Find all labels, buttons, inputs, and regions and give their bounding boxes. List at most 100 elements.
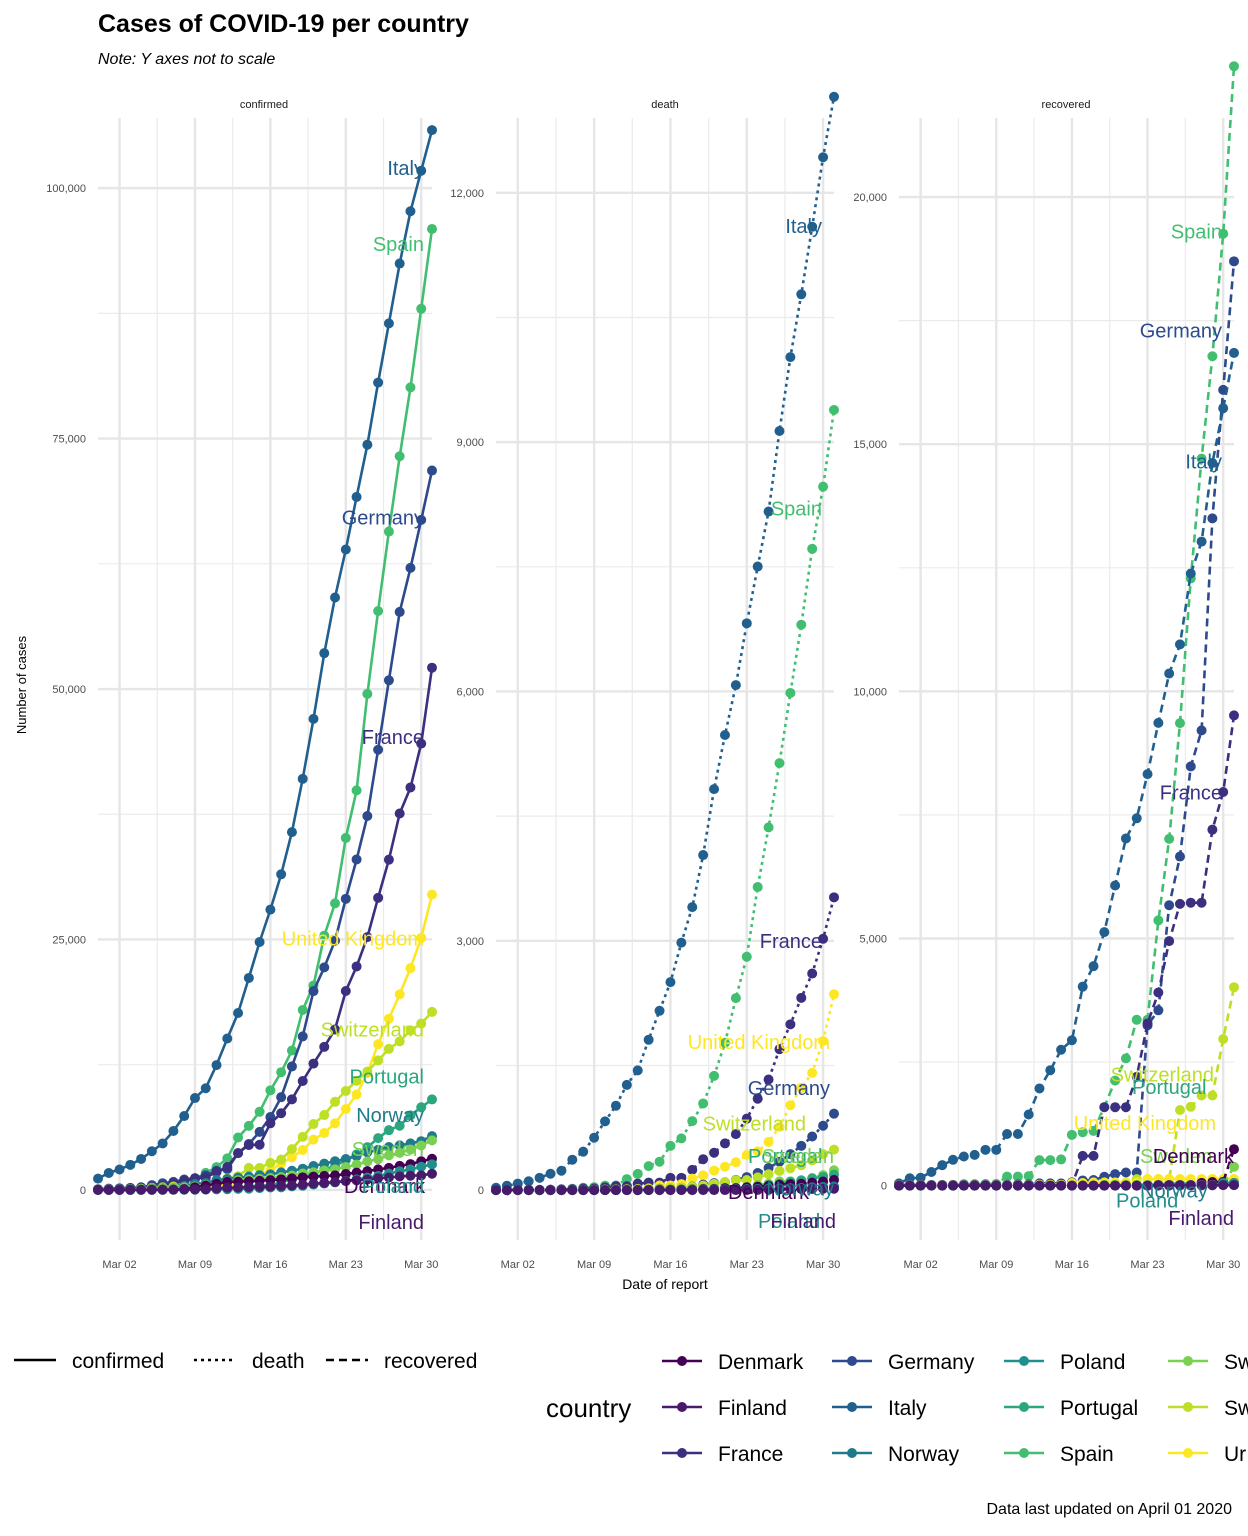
data-point [297,1179,308,1190]
data-point [330,592,341,603]
data-point [1196,725,1207,736]
color-legend-united-kingdom: Ur [1168,1443,1246,1466]
data-point [1185,1101,1196,1112]
y-tick-label: 3,000 [456,936,484,948]
data-point [523,1176,534,1187]
data-point [319,1170,330,1181]
y-tick-label: 100,000 [46,183,86,195]
data-point [1218,228,1229,239]
data-point [741,1149,752,1160]
data-point [1164,668,1175,679]
data-point [405,206,416,217]
data-point [991,1180,1002,1191]
data-point [351,785,362,796]
data-point [416,514,427,525]
data-point [297,1131,308,1142]
color-key-point [847,1356,857,1366]
data-point [265,1157,276,1168]
data-point [340,832,351,843]
data-point [676,1185,687,1196]
data-point [829,1183,839,1194]
data-point [980,1180,991,1191]
country-label-sweden: Sweden [1140,1146,1212,1168]
data-point [1153,987,1164,998]
data-point [807,1131,818,1142]
y-tick-label: 9,000 [456,437,484,449]
data-point [330,1156,341,1167]
data-point [1002,1128,1013,1139]
data-point [567,1185,578,1196]
data-point [904,1180,915,1191]
data-point [491,1185,501,1196]
data-point [698,1098,709,1109]
data-point [730,993,741,1004]
data-point [276,1092,287,1103]
data-point [763,1184,774,1195]
data-point [1110,1102,1121,1113]
data-point [383,526,394,537]
data-point [351,1151,362,1162]
data-point [308,1178,319,1189]
data-point [763,822,774,833]
data-point [796,289,807,300]
color-key-point [1019,1402,1029,1412]
data-point [1207,824,1218,835]
data-point [276,1154,287,1165]
color-key-point [677,1448,687,1458]
x-tick-label: Mar 30 [1206,1259,1240,1271]
data-point [394,451,405,462]
data-point [383,675,394,686]
data-point [1120,1167,1131,1178]
data-point [676,937,687,948]
data-point [254,1181,265,1192]
data-point [1077,1150,1088,1161]
chart-caption: Data last updated on April 01 2020 [986,1501,1232,1518]
data-point [1174,1180,1185,1191]
data-point [1056,1180,1067,1191]
data-point [383,318,394,329]
data-point [556,1185,567,1196]
data-point [774,758,785,769]
data-point [383,1150,394,1161]
data-point [1153,1005,1164,1016]
data-point [265,1118,276,1129]
data-point [146,1184,157,1195]
color-legend-portugal: Portugal [1004,1397,1138,1420]
data-point [643,1185,654,1196]
data-point [1142,769,1153,780]
data-point [125,1184,136,1195]
data-point [405,1170,416,1181]
color-legend-label: France [718,1443,783,1466]
data-point [362,439,373,450]
data-point [1164,900,1175,911]
country-label-united-kingdom: United Kingdom [282,928,424,950]
data-point [796,1160,807,1171]
data-point [1207,513,1218,524]
country-label-france: France [760,931,822,953]
data-point [243,1140,254,1151]
x-tick-label: Mar 23 [1130,1259,1164,1271]
data-point [427,889,437,900]
data-point [1088,961,1099,972]
data-point [373,1039,384,1050]
data-point [286,1180,297,1191]
country-label-germany: Germany [748,1078,830,1100]
data-point [394,606,405,617]
data-point [405,1025,416,1036]
data-point [1120,1053,1131,1064]
data-point [394,1171,405,1182]
data-point [308,1171,319,1182]
data-point [405,1144,416,1155]
y-tick-label: 5,000 [859,933,887,945]
legend-title: country [546,1393,631,1423]
data-point [157,1184,168,1195]
color-legend-denmark: Denmark [662,1351,804,1374]
color-legend-label: Sw [1224,1397,1248,1420]
x-tick-label: Mar 09 [178,1259,212,1271]
data-point [1131,813,1142,824]
linetype-legend-recovered: recovered [326,1350,477,1373]
data-point [427,1168,437,1179]
data-point [719,730,730,741]
data-point [1012,1128,1023,1139]
data-point [1207,458,1218,469]
